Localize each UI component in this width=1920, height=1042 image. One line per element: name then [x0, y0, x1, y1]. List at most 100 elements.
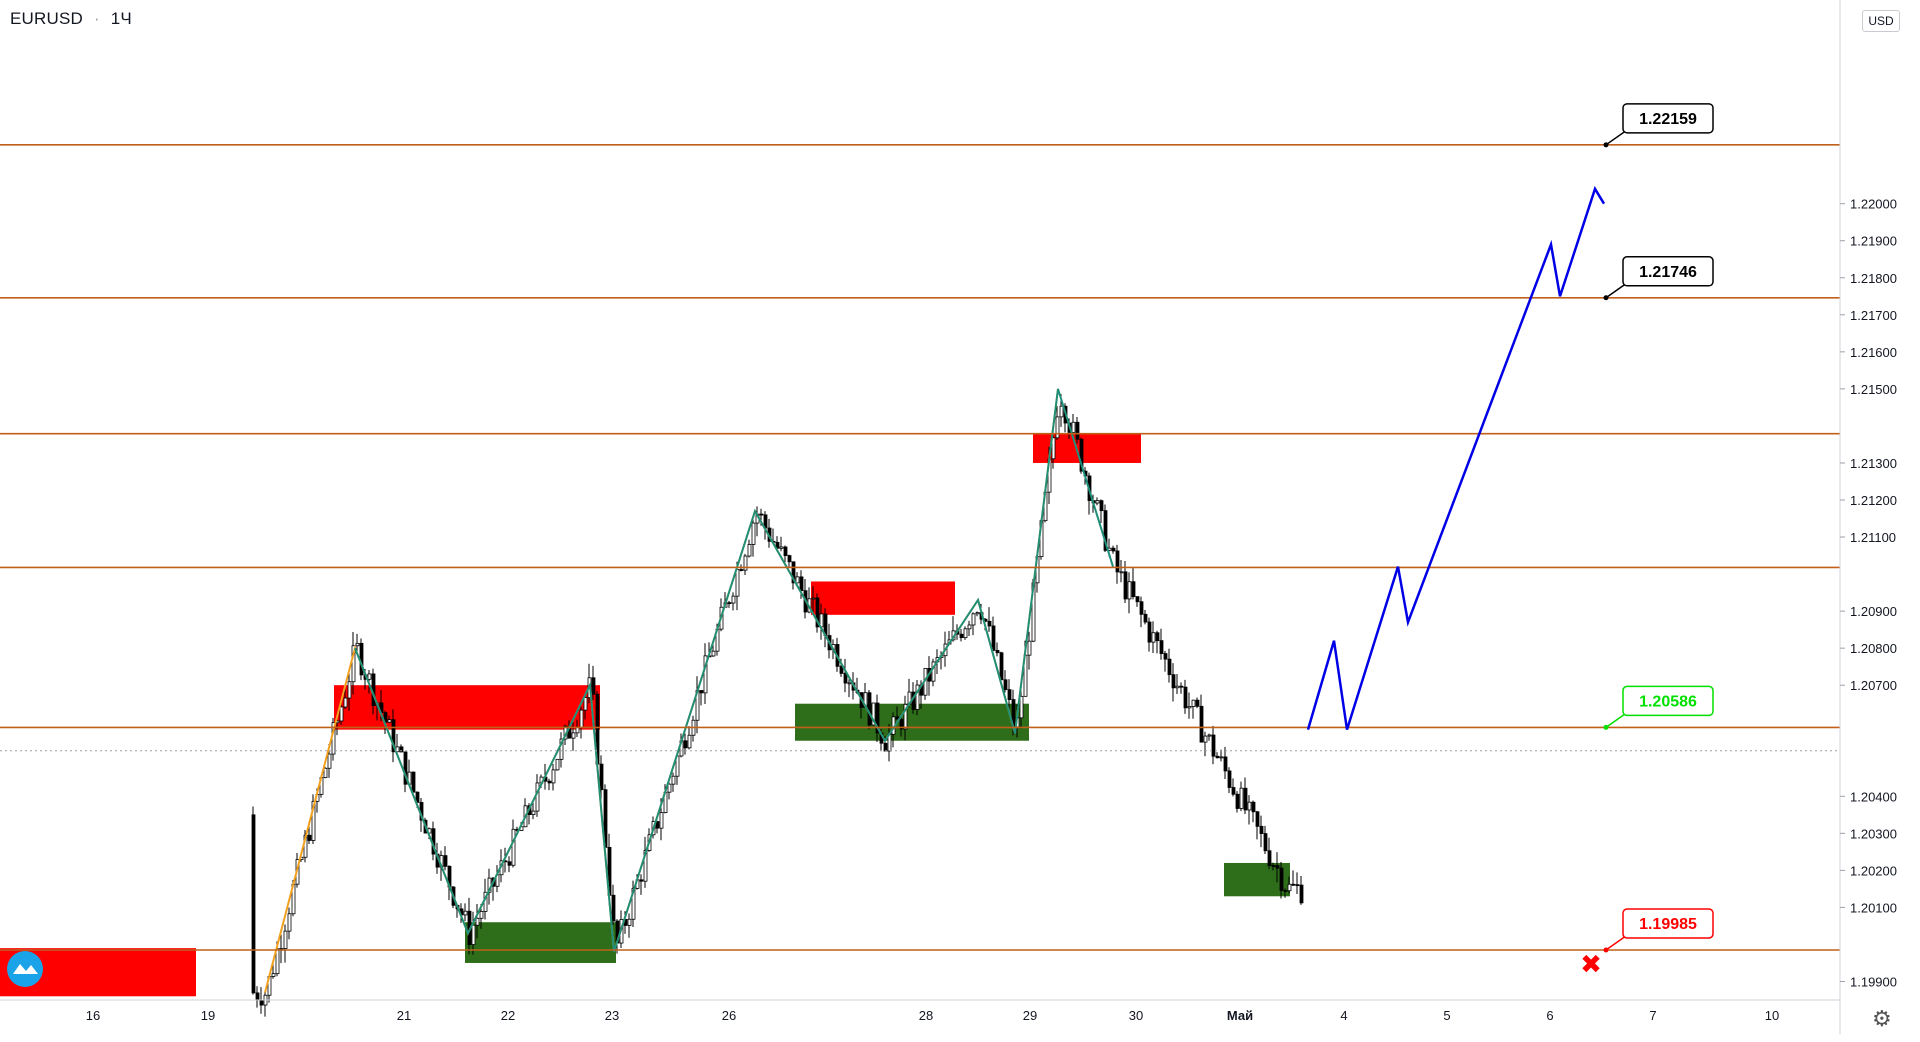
y-tick-label: 1.20900	[1850, 604, 1897, 619]
callout-box	[1622, 685, 1714, 717]
candle-body	[655, 821, 660, 829]
y-tick-label: 1.21600	[1850, 345, 1897, 360]
candle-body	[839, 665, 844, 674]
candle-body	[799, 576, 804, 592]
candle-body	[743, 555, 748, 571]
candle-body	[1279, 867, 1284, 891]
candle-body	[531, 810, 536, 815]
candle-body	[355, 642, 360, 647]
candle-body	[1203, 735, 1208, 743]
candle-body	[507, 861, 512, 866]
candle-body	[687, 734, 692, 749]
candle-body	[639, 879, 644, 882]
y-tick-label: 1.20200	[1850, 863, 1897, 878]
candle-body	[667, 783, 672, 793]
candle-body	[351, 645, 356, 683]
y-tick-label: 1.20400	[1850, 789, 1897, 804]
x-tick-label: 21	[397, 1008, 411, 1023]
candle-body	[1283, 890, 1288, 892]
x-tick-label: 26	[722, 1008, 736, 1023]
x-tick-label: 22	[501, 1008, 515, 1023]
candle-body	[1251, 801, 1256, 813]
callout-dot	[1603, 142, 1609, 148]
candle-body	[867, 692, 872, 726]
candle-body	[1147, 621, 1152, 643]
y-tick-label: 1.21700	[1850, 308, 1897, 323]
stop-marker-icon: ✖	[1580, 950, 1602, 980]
candle-body	[1227, 770, 1232, 788]
candle-body	[739, 569, 744, 571]
candle-body	[1075, 421, 1080, 440]
candle-body	[971, 613, 976, 626]
candle-body	[1151, 632, 1156, 643]
candle-body	[359, 642, 364, 676]
price-axis	[1840, 0, 1920, 1042]
x-tick-label: 6	[1546, 1008, 1553, 1023]
candle-body	[987, 620, 992, 627]
candle-body	[575, 727, 580, 734]
candle-body	[1215, 755, 1220, 759]
candle-body	[571, 732, 576, 739]
candle-body	[551, 769, 556, 784]
symbol-header[interactable]: EURUSD · 1Ч	[10, 9, 132, 29]
candle-body	[1175, 685, 1180, 689]
candle-body	[751, 522, 756, 545]
candle-body	[1155, 632, 1160, 642]
candle-body	[747, 544, 752, 557]
candle-body	[899, 718, 904, 730]
candle-body	[731, 595, 736, 604]
candle-body	[1243, 787, 1248, 811]
candle-body	[627, 918, 632, 926]
candle-body	[535, 782, 540, 812]
candle-body	[287, 913, 292, 932]
candle-body	[1111, 547, 1116, 552]
y-tick-label: 1.20300	[1850, 826, 1897, 841]
candle-body	[411, 771, 416, 793]
y-tick-label: 1.21100	[1850, 530, 1896, 545]
candle-body	[659, 812, 664, 829]
x-tick-label: 30	[1129, 1008, 1143, 1023]
currency-button[interactable]: USD	[1862, 10, 1900, 32]
x-tick-label: 29	[1023, 1008, 1037, 1023]
candle-body	[1079, 438, 1084, 472]
candle-body	[1127, 581, 1132, 600]
candle-body	[547, 780, 552, 784]
callout-box	[1622, 103, 1714, 134]
candle-body	[583, 697, 588, 711]
candle-body	[255, 992, 260, 1001]
candle-body	[963, 628, 968, 639]
candle-body	[591, 677, 596, 695]
candle-body	[1099, 500, 1104, 512]
candle-body	[1255, 811, 1260, 827]
candle-body	[787, 555, 792, 563]
callout-layer: 1.22159 1.21746 1.20586 1.19985 ✖	[1580, 103, 1714, 980]
header-separator: ·	[93, 9, 100, 28]
y-tick-label: 1.20800	[1850, 641, 1897, 656]
candle-body	[1231, 787, 1236, 795]
x-tick-label: 23	[605, 1008, 619, 1023]
candle-body	[1143, 613, 1148, 623]
candle-body	[931, 661, 936, 682]
candle-body	[387, 719, 392, 723]
candle-body	[1299, 884, 1304, 904]
candle-body	[559, 738, 564, 760]
callout-dot	[1603, 295, 1609, 301]
callout-text: 1.19985	[1639, 916, 1697, 933]
candle-body	[1223, 756, 1228, 772]
candle-body	[611, 894, 616, 922]
candle-body	[399, 746, 404, 753]
x-tick-label: 7	[1649, 1008, 1656, 1023]
candle-body	[1187, 706, 1192, 709]
candle-body	[1135, 596, 1140, 603]
candle-body	[391, 719, 396, 753]
candle-body	[1207, 734, 1212, 737]
candle-body	[1211, 734, 1216, 757]
callout-text: 1.22159	[1639, 111, 1697, 128]
y-tick-label: 1.19900	[1850, 974, 1897, 989]
candle-body	[343, 697, 348, 708]
candle-body	[1003, 679, 1008, 691]
gear-icon[interactable]: ⚙	[1872, 1006, 1892, 1031]
candle-body	[683, 740, 688, 749]
